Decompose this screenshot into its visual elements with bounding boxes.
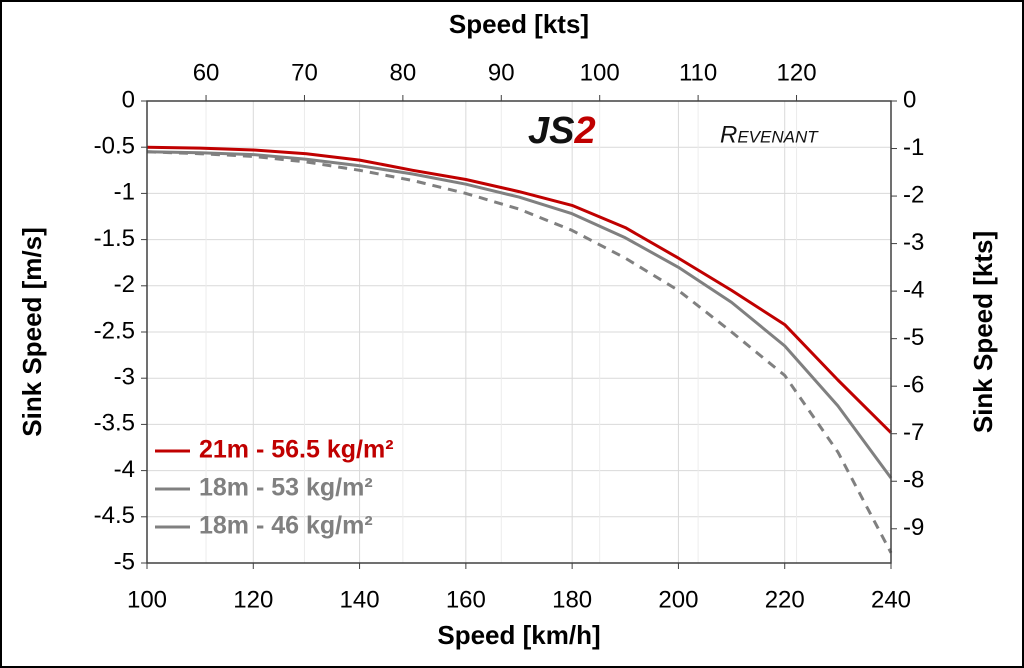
x-axis-title: Speed [km/h] <box>437 620 600 650</box>
y2-axis-title: Sink Speed [kts] <box>968 231 998 433</box>
y-tick-label: -0.5 <box>94 133 135 160</box>
y2-tick-label: -4 <box>903 276 924 303</box>
x-tick-label: 120 <box>233 586 273 613</box>
x2-tick-label: 100 <box>580 59 620 86</box>
x-tick-label: 100 <box>127 586 167 613</box>
legend-label: 18m - 46 kg/m² <box>199 512 373 540</box>
top-axis-title: Speed [kts] <box>449 9 589 39</box>
x2-tick-label: 120 <box>777 59 817 86</box>
y2-tick-label: -3 <box>903 229 924 256</box>
x2-tick-label: 70 <box>291 59 318 86</box>
x-tick-label: 180 <box>552 586 592 613</box>
series-line <box>146 145 893 434</box>
logo-2: 2 <box>573 110 595 152</box>
series-line <box>146 150 893 479</box>
y2-tick-label: -2 <box>903 181 924 208</box>
x2-tick-label: 90 <box>488 59 515 86</box>
y-tick-label: -3.5 <box>94 410 135 437</box>
y2-tick-label: 0 <box>903 86 916 113</box>
y-tick-label: -4 <box>114 456 135 483</box>
legend-label: 21m - 56.5 kg/m² <box>199 436 394 464</box>
y-tick-label: -2 <box>114 271 135 298</box>
y-tick-label: -1.5 <box>94 225 135 252</box>
y2-tick-label: -7 <box>903 419 924 446</box>
y2-tick-label: -8 <box>903 467 924 494</box>
y2-tick-label: -1 <box>903 134 924 161</box>
x2-tick-label: 80 <box>390 59 417 86</box>
x-tick-label: 240 <box>871 586 911 613</box>
lines <box>146 145 893 554</box>
x2-tick-label: 60 <box>193 59 220 86</box>
y2-tick-label: -9 <box>903 514 924 541</box>
x-tick-label: 140 <box>340 586 380 613</box>
legend-label: 18m - 53 kg/m² <box>199 474 373 502</box>
x-tick-label: 220 <box>765 586 805 613</box>
logo: JS2 Revenant <box>528 110 819 152</box>
y-tick-label: -4.5 <box>94 502 135 529</box>
logo-js: JS <box>528 110 574 152</box>
y-tick-label: -1 <box>114 179 135 206</box>
logo-mark: JS2 <box>528 110 596 152</box>
logo-name: Revenant <box>720 121 819 148</box>
y-tick-label: 0 <box>122 86 135 113</box>
x-tick-label: 160 <box>446 586 486 613</box>
y2-tick-label: -6 <box>903 372 924 399</box>
y-axis-title: Sink Speed [m/s] <box>17 227 47 437</box>
y-tick-label: -5 <box>114 548 135 575</box>
y-tick-label: -3 <box>114 364 135 391</box>
y-tick-label: -2.5 <box>94 317 135 344</box>
y2-tick-label: -5 <box>903 324 924 351</box>
x-tick-label: 200 <box>658 586 698 613</box>
x2-tick-label: 110 <box>679 59 717 86</box>
